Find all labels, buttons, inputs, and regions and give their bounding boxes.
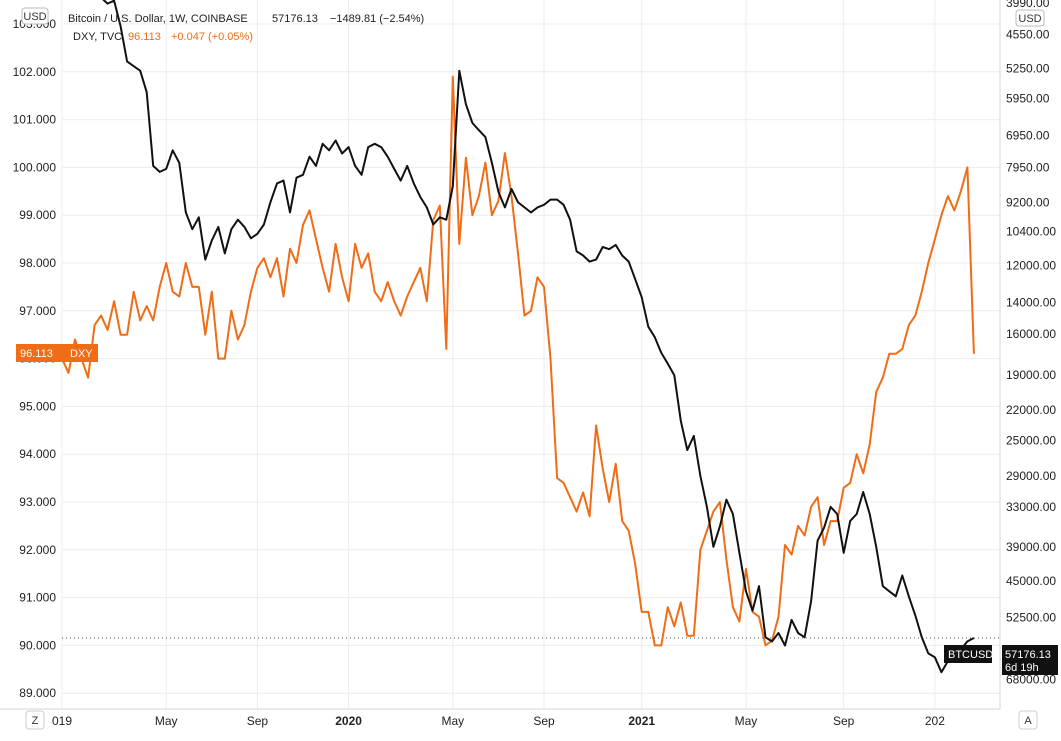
btc-badge-name: BTCUSD	[948, 649, 993, 661]
dxy-badge-value: 96.113	[20, 348, 53, 360]
right-unit-label: USD	[1018, 13, 1041, 25]
right-tick-label: 5950.00	[1006, 91, 1050, 105]
right-tick-label: 5250.00	[1006, 61, 1050, 75]
left-tick-label: 91.000	[19, 591, 56, 605]
legend-btc-change: −1489.81 (−2.54%)	[330, 13, 424, 25]
right-tick-label: 14000.00	[1006, 295, 1056, 309]
left-tick-label: 94.000	[19, 447, 56, 461]
x-tick-label: Sep	[247, 714, 269, 728]
left-tick-label: 101.000	[13, 113, 57, 127]
legend-dxy-title[interactable]: DXY, TVC	[73, 31, 122, 43]
right-tick-label: 22000.00	[1006, 403, 1056, 417]
x-axis-ticks: 019 May Sep 2020 May Sep 2021 May Sep 202	[52, 714, 945, 728]
right-tick-label: 3990.00	[1006, 0, 1050, 10]
x-tick-label: 2021	[628, 714, 655, 728]
right-axis-ticks: 3990.00 4550.00 5250.00 5950.00 6950.00 7950.…	[1006, 0, 1056, 686]
right-tick-label: 19000.00	[1006, 368, 1056, 382]
btc-price-badge: BTCUSD 57176.13 6d 19h	[944, 645, 1058, 675]
left-tick-label: 98.000	[19, 256, 56, 270]
right-tick-label: 29000.00	[1006, 469, 1056, 483]
right-tick-label: 25000.00	[1006, 434, 1056, 448]
btc-series-line[interactable]	[62, 0, 975, 674]
left-unit-label: USD	[23, 11, 46, 23]
auto-scale-button[interactable]	[1018, 710, 1038, 730]
dxy-series-line[interactable]	[61, 75, 975, 647]
x-tick-label: Sep	[833, 714, 855, 728]
left-tick-label: 97.000	[19, 304, 56, 318]
right-tick-label: 16000.00	[1006, 327, 1056, 341]
legend-btc-price: 57176.13	[272, 13, 318, 25]
left-tick-label: 93.000	[19, 495, 56, 509]
legend: Bitcoin / U.S. Dollar, 1W, COINBASE 5717…	[68, 13, 424, 43]
right-tick-label: 9200.00	[1006, 195, 1050, 209]
zoom-button-label: Z	[32, 715, 39, 727]
dxy-badge-name: DXY	[70, 348, 93, 360]
right-tick-label: 12000.00	[1006, 259, 1056, 273]
right-tick-label: 45000.00	[1006, 574, 1056, 588]
right-tick-label: 7950.00	[1006, 160, 1050, 174]
btc-value-badge-bg	[1002, 645, 1058, 675]
left-tick-label: 95.000	[19, 399, 56, 413]
left-tick-label: 92.000	[19, 543, 56, 557]
left-tick-label: 102.000	[13, 65, 57, 79]
btc-badge-countdown: 6d 19h	[1005, 662, 1039, 674]
auto-scale-button-label: A	[1024, 715, 1032, 727]
x-tick-label: 019	[52, 714, 72, 728]
x-tick-label: 2020	[335, 714, 362, 728]
right-tick-label: 4550.00	[1006, 27, 1050, 41]
right-tick-label: 68000.00	[1006, 672, 1056, 686]
x-tick-label: Sep	[533, 714, 555, 728]
right-unit-box[interactable]	[1015, 9, 1045, 27]
x-tick-label: May	[155, 714, 178, 728]
left-tick-label: 89.000	[19, 686, 56, 700]
right-tick-label: 10400.00	[1006, 224, 1056, 238]
dxy-badge-bg	[16, 344, 98, 362]
zoom-button[interactable]	[25, 710, 45, 730]
dxy-price-badge: 96.113 DXY	[16, 344, 98, 362]
x-tick-label: May	[735, 714, 758, 728]
left-axis-ticks: 89.000 90.000 91.000 92.000 93.000 94.000 95.0…	[13, 17, 57, 700]
right-tick-label: 6950.00	[1006, 128, 1050, 142]
right-tick-label: 52500.00	[1006, 611, 1056, 625]
left-unit-box[interactable]	[21, 7, 49, 25]
btc-name-badge-bg	[944, 645, 992, 663]
right-tick-label: 39000.00	[1006, 540, 1056, 554]
legend-dxy-price: 96.113	[128, 31, 161, 43]
legend-btc-title[interactable]: Bitcoin / U.S. Dollar, 1W, COINBASE	[68, 13, 248, 25]
left-tick-label: 90.000	[19, 638, 56, 652]
left-tick-label: 99.000	[19, 208, 56, 222]
right-tick-label: 33000.00	[1006, 500, 1056, 514]
x-tick-label: May	[441, 714, 464, 728]
legend-dxy-change: +0.047 (+0.05%)	[171, 31, 253, 43]
btc-badge-value: 57176.13	[1005, 649, 1051, 661]
left-tick-label: 100.000	[13, 160, 57, 174]
x-tick-label: 202	[925, 714, 945, 728]
